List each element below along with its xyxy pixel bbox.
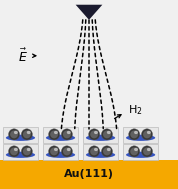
Text: Au(111): Au(111) xyxy=(64,169,114,179)
Ellipse shape xyxy=(10,147,18,155)
Bar xyxy=(0,160,178,189)
Ellipse shape xyxy=(63,147,71,155)
Ellipse shape xyxy=(46,135,75,141)
Ellipse shape xyxy=(103,147,111,155)
Bar xyxy=(3,144,38,160)
Bar xyxy=(123,127,158,143)
Ellipse shape xyxy=(107,131,111,134)
Ellipse shape xyxy=(10,130,18,138)
Ellipse shape xyxy=(23,147,31,155)
Ellipse shape xyxy=(50,130,58,138)
Ellipse shape xyxy=(90,130,98,138)
Ellipse shape xyxy=(61,146,72,157)
Ellipse shape xyxy=(134,131,138,134)
Bar xyxy=(123,144,158,160)
Ellipse shape xyxy=(6,152,35,158)
Bar xyxy=(43,127,78,143)
Text: $\vec{E}$: $\vec{E}$ xyxy=(18,48,28,65)
Ellipse shape xyxy=(129,146,140,157)
Bar xyxy=(83,127,118,143)
Ellipse shape xyxy=(14,148,18,151)
Ellipse shape xyxy=(27,148,31,151)
Ellipse shape xyxy=(86,152,115,158)
Ellipse shape xyxy=(23,130,31,138)
Ellipse shape xyxy=(89,129,100,140)
Ellipse shape xyxy=(101,129,112,140)
Text: H$_2$: H$_2$ xyxy=(128,104,143,118)
Ellipse shape xyxy=(101,146,112,157)
Ellipse shape xyxy=(103,130,111,138)
Ellipse shape xyxy=(9,129,20,140)
Ellipse shape xyxy=(21,146,32,157)
Ellipse shape xyxy=(134,148,138,151)
Ellipse shape xyxy=(14,131,18,134)
Polygon shape xyxy=(76,5,102,20)
Ellipse shape xyxy=(147,148,151,151)
Ellipse shape xyxy=(142,146,153,157)
Ellipse shape xyxy=(67,148,71,151)
Ellipse shape xyxy=(86,135,115,141)
Ellipse shape xyxy=(27,131,31,134)
Ellipse shape xyxy=(21,129,32,140)
Ellipse shape xyxy=(54,148,58,151)
Ellipse shape xyxy=(9,146,20,157)
Ellipse shape xyxy=(126,152,155,158)
Ellipse shape xyxy=(90,147,98,155)
Ellipse shape xyxy=(129,129,140,140)
Ellipse shape xyxy=(6,135,35,141)
Ellipse shape xyxy=(143,147,151,155)
Ellipse shape xyxy=(49,129,60,140)
Ellipse shape xyxy=(94,148,98,151)
Ellipse shape xyxy=(50,147,58,155)
Bar xyxy=(83,144,118,160)
Ellipse shape xyxy=(107,148,111,151)
Ellipse shape xyxy=(94,131,98,134)
Ellipse shape xyxy=(63,130,71,138)
Bar xyxy=(3,127,38,143)
Ellipse shape xyxy=(46,152,75,158)
Ellipse shape xyxy=(130,147,138,155)
Ellipse shape xyxy=(54,131,58,134)
Ellipse shape xyxy=(126,135,155,141)
Ellipse shape xyxy=(147,131,151,134)
Ellipse shape xyxy=(143,130,151,138)
Ellipse shape xyxy=(49,146,60,157)
Ellipse shape xyxy=(130,130,138,138)
Ellipse shape xyxy=(142,129,153,140)
Ellipse shape xyxy=(61,129,72,140)
Ellipse shape xyxy=(89,146,100,157)
Ellipse shape xyxy=(67,131,71,134)
Bar xyxy=(43,144,78,160)
